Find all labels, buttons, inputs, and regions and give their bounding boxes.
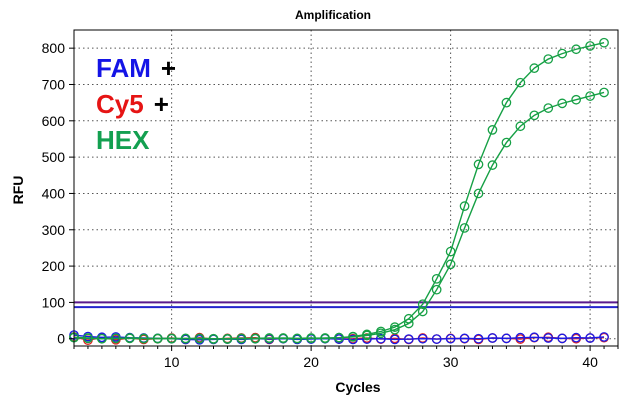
- data-point: [320, 333, 330, 344]
- data-point: [543, 333, 554, 343]
- data-point: [236, 333, 247, 344]
- data-point: [459, 333, 470, 344]
- y-tick-label: 300: [42, 222, 66, 238]
- data-point: [348, 334, 358, 345]
- data-point: [529, 110, 540, 121]
- data-point: [557, 98, 568, 109]
- series-1: [69, 87, 609, 344]
- data-point: [292, 333, 303, 344]
- y-tick-label: 700: [42, 76, 66, 92]
- data-series: [69, 37, 609, 346]
- data-point: [543, 103, 554, 113]
- data-point: [389, 334, 400, 345]
- data-point: [487, 333, 498, 343]
- data-point: [473, 333, 484, 344]
- y-tick-label: 600: [42, 113, 66, 129]
- data-point: [515, 332, 526, 343]
- data-point: [501, 333, 512, 344]
- data-point: [431, 334, 442, 344]
- data-point: [362, 330, 372, 341]
- data-point: [459, 223, 470, 233]
- y-tick-label: 100: [42, 294, 66, 310]
- legend-label: HEX: [96, 125, 150, 155]
- data-point: [250, 333, 261, 344]
- data-point: [571, 94, 582, 105]
- data-point: [403, 334, 414, 344]
- data-point: [515, 121, 526, 132]
- data-point: [376, 333, 386, 344]
- y-tick-label: 800: [42, 40, 66, 56]
- data-point: [306, 333, 316, 343]
- data-point: [376, 328, 386, 339]
- data-point: [166, 333, 177, 344]
- data-point: [543, 54, 554, 64]
- data-point: [487, 125, 498, 135]
- data-point: [152, 333, 163, 344]
- data-point: [515, 77, 526, 88]
- data-point: [124, 333, 135, 344]
- y-tick-label: 0: [57, 331, 65, 347]
- legend-plus-sign: +: [154, 89, 169, 119]
- data-point: [585, 333, 595, 343]
- data-point: [599, 37, 609, 48]
- data-point: [389, 324, 400, 335]
- threshold-lines: [74, 301, 618, 309]
- y-tick-label: 200: [42, 258, 66, 274]
- legend-label: FAM: [96, 53, 151, 83]
- legend: FAM +Cy5 +HEX: [96, 53, 176, 155]
- data-point: [571, 332, 582, 343]
- data-point: [459, 201, 470, 212]
- data-point: [83, 333, 93, 344]
- data-point: [403, 318, 414, 329]
- data-point: [222, 333, 233, 344]
- data-point: [557, 48, 568, 59]
- x-tick-label: 30: [443, 354, 459, 370]
- series-line: [73, 42, 605, 340]
- x-axis-label: Cycles: [335, 379, 380, 395]
- data-point: [445, 259, 456, 270]
- data-point: [599, 332, 609, 342]
- data-point: [557, 333, 568, 344]
- chart-title: Amplification: [295, 8, 371, 22]
- data-point: [585, 41, 595, 51]
- data-point: [599, 87, 609, 98]
- x-tick-label: 20: [303, 354, 319, 370]
- y-tick-label: 500: [42, 149, 66, 165]
- x-tick-label: 40: [582, 354, 598, 370]
- data-point: [473, 159, 484, 170]
- data-point: [348, 332, 358, 342]
- data-point: [334, 332, 344, 343]
- data-point: [208, 334, 219, 344]
- data-point: [278, 333, 289, 343]
- data-point: [431, 284, 442, 295]
- x-axis-ticks: 10 20 30 40: [73, 346, 619, 370]
- y-axis-ticks: 0 100 200 300 400 500 600 700 800: [42, 40, 74, 347]
- data-point: [529, 63, 540, 73]
- grid-lines: [74, 30, 618, 346]
- data-point: [431, 273, 442, 284]
- data-point: [501, 137, 512, 148]
- plot-frame: [73, 29, 619, 347]
- data-point: [180, 333, 191, 344]
- data-point: [194, 333, 205, 344]
- data-point: [110, 333, 121, 344]
- y-axis-label: RFU: [10, 176, 26, 205]
- data-point: [585, 91, 595, 101]
- data-point: [445, 333, 456, 344]
- data-point: [571, 44, 582, 55]
- data-point: [417, 306, 428, 317]
- data-point: [473, 188, 484, 199]
- legend-plus-sign: +: [161, 53, 176, 83]
- legend-label: Cy5: [96, 89, 144, 119]
- y-tick-label: 400: [42, 185, 66, 201]
- data-point: [501, 97, 512, 108]
- data-point: [97, 333, 107, 344]
- data-point: [529, 332, 540, 343]
- data-point: [264, 333, 275, 344]
- x-tick-label: 10: [164, 354, 180, 370]
- data-point: [417, 333, 428, 344]
- data-point: [138, 333, 149, 344]
- data-point: [487, 160, 498, 170]
